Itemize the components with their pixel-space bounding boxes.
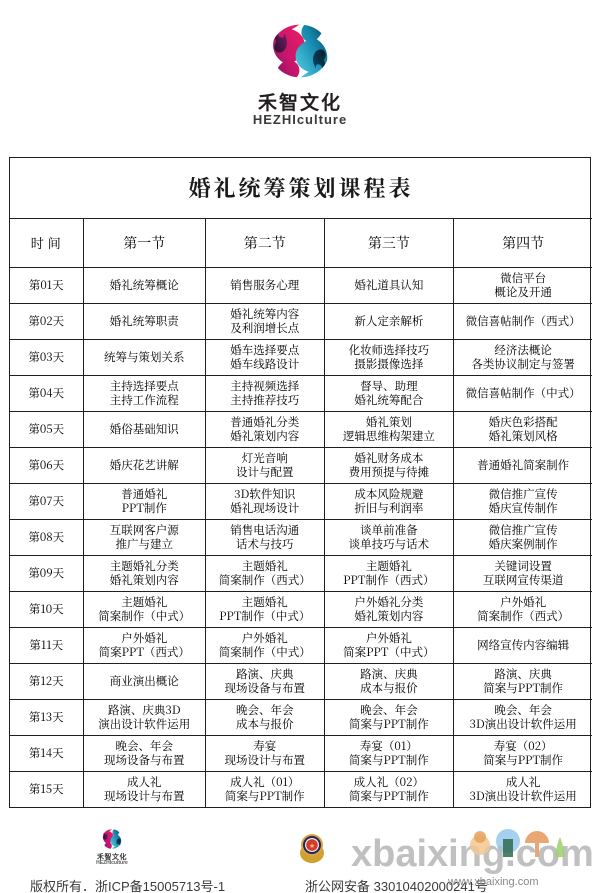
svg-text:★: ★ [309,842,315,850]
